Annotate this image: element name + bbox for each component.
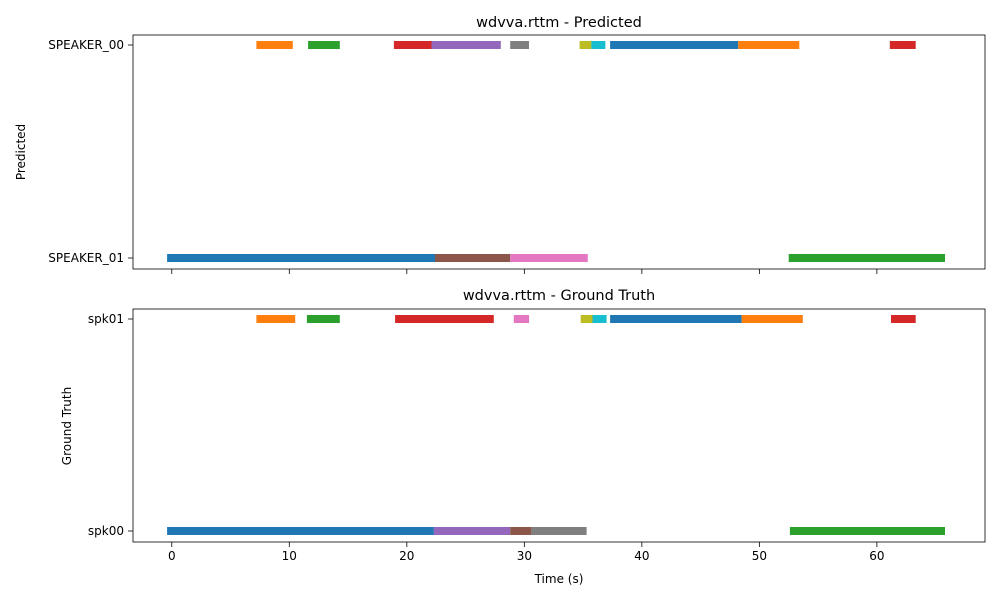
x-tick-label: 50 [752,549,767,563]
segment-bar [431,41,501,49]
segment-bar [610,41,739,49]
predicted-x-ticks [171,269,878,274]
y-tick-label: SPEAKER_00 [48,38,124,52]
segment-bar [738,41,800,49]
segment-bar [510,254,588,262]
segment-bar [741,315,803,323]
ground-truth-y-ticks: spk01 spk00 [88,312,133,538]
x-tick-label: 40 [634,549,649,563]
segment-bar [788,254,945,262]
x-tick-label: 30 [517,549,532,563]
predicted-segments [167,41,945,262]
segment-bar [889,41,916,49]
segment-bar [306,315,340,323]
segment-bar [592,315,607,323]
segment-bar [433,527,511,535]
segment-bar [513,315,530,323]
ground-truth-segments [167,315,945,535]
x-tick-label: 0 [168,549,176,563]
y-tick-label: SPEAKER_01 [48,251,124,265]
segment-bar [531,527,587,535]
predicted-y-ticks: SPEAKER_00 SPEAKER_01 [48,38,133,265]
segment-bar [510,527,532,535]
segment-bar [256,41,293,49]
segment-bar [610,315,742,323]
predicted-plot-area [133,35,985,269]
x-tick-label: 10 [282,549,297,563]
segment-bar [510,41,529,49]
segment-bar [579,41,592,49]
ground-truth-plot-area [133,309,985,542]
y-tick-label: spk01 [88,312,124,326]
predicted-axes-frame [132,34,986,270]
segment-bar [395,315,494,323]
segment-bar [891,315,916,323]
segment-bar [789,527,945,535]
ground-truth-panel: spk01 spk00 0 10 20 30 40 50 60 wdvva.rttm - Gr… [60,288,986,563]
predicted-ylabel: Predicted [14,124,28,180]
ground-truth-x-ticks: 0 10 20 30 40 50 60 [168,542,885,563]
y-tick-label: spk00 [88,524,124,538]
x-tick-label: 20 [399,549,414,563]
segment-bar [308,41,340,49]
ground-truth-axes-frame [132,308,986,543]
segment-bar [393,41,432,49]
segment-bar [256,315,296,323]
segment-bar [435,254,511,262]
ground-truth-ylabel: Ground Truth [60,387,74,465]
predicted-title: wdvva.rttm - Predicted [476,15,642,31]
x-tick-label: 60 [869,549,884,563]
predicted-panel: SPEAKER_00 SPEAKER_01 wdvva.rttm - Predic… [14,15,986,274]
ground-truth-title: wdvva.rttm - Ground Truth [463,288,655,304]
segment-bar [580,315,593,323]
segment-bar [167,254,435,262]
segment-bar [591,41,606,49]
x-axis-label: Time (s) [534,572,584,586]
segment-bar [167,527,434,535]
